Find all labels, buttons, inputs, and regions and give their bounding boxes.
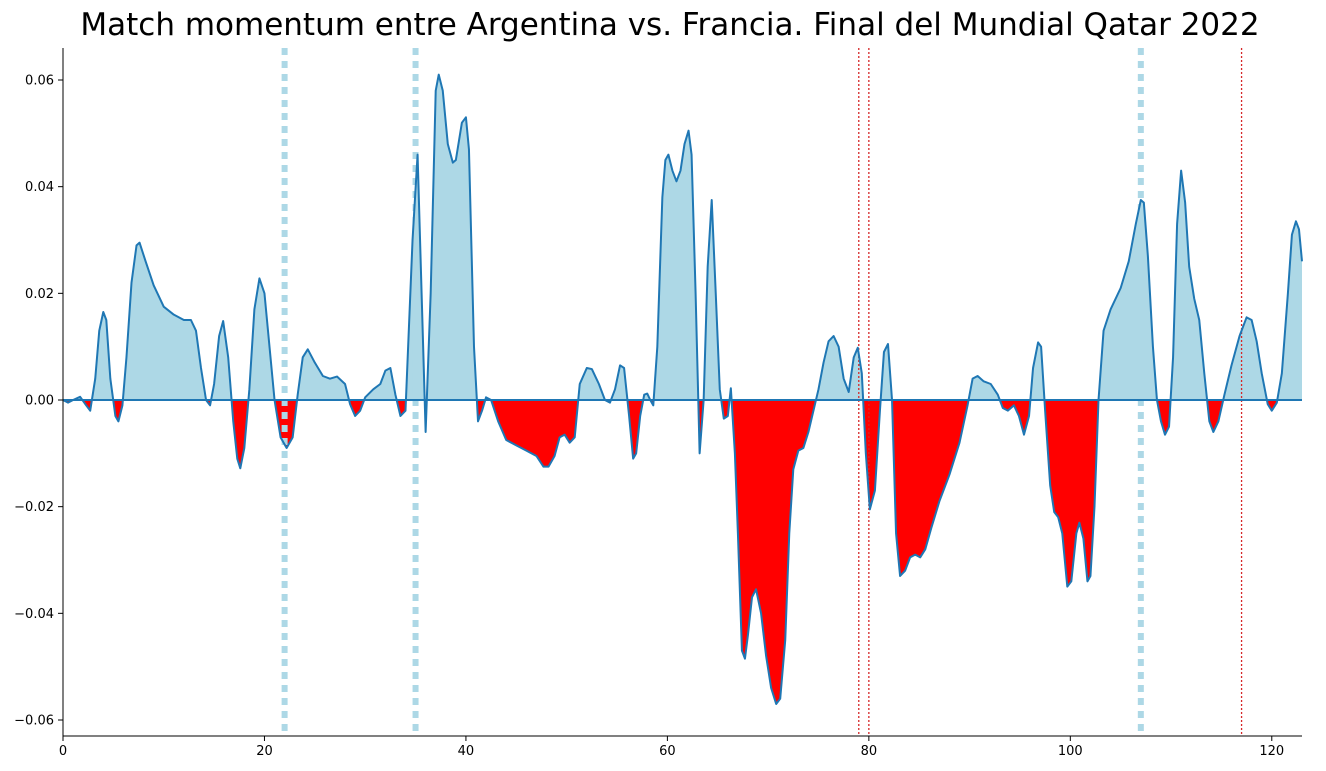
positive-area-segment: [968, 376, 1000, 400]
positive-area-segment: [122, 242, 207, 400]
momentum-line: [62, 73, 1303, 705]
negative-area-segment: [892, 400, 969, 576]
negative-area-segment: [231, 400, 249, 469]
positive-area-segment: [815, 336, 864, 400]
x-tick-label: 20: [256, 744, 273, 759]
event-marker-layer: [281, 48, 1243, 736]
axes-layer: 0 20 40 60 80 100 120 −0.06 −0.04 −0.02 0.00 0.02 0.…: [14, 48, 1302, 759]
x-tick-label: 100: [1058, 744, 1083, 759]
positive-area-segment: [703, 200, 722, 400]
negative-area-segment: [731, 400, 816, 704]
negative-area-segment: [1044, 400, 1099, 587]
y-tick-label: 0.02: [25, 287, 54, 302]
y-tick-label: −0.04: [14, 607, 54, 622]
y-tick-label: 0.00: [25, 394, 54, 409]
series-line-layer: [62, 73, 1303, 705]
positive-area-segment: [578, 368, 605, 400]
positive-area-segment: [297, 349, 350, 400]
positive-area-segment: [405, 154, 425, 400]
negative-area-segment: [627, 400, 644, 459]
negative-area-segment: [999, 400, 1031, 435]
negative-area-segment: [491, 400, 579, 467]
chart-title: Match momentum entre Argentina vs. Franc…: [80, 7, 1259, 43]
x-tick-label: 0: [59, 744, 67, 759]
positive-area-segment: [1170, 170, 1208, 400]
x-tick-label: 60: [659, 744, 676, 759]
positive-area-segment: [91, 312, 114, 400]
negative-area-segment: [1156, 400, 1171, 435]
positive-area-segment: [1223, 317, 1267, 400]
positive-area-segment: [880, 344, 893, 400]
positive-area-segment: [426, 74, 477, 401]
x-tick-label: 40: [458, 744, 475, 759]
positive-area-segment: [653, 130, 699, 401]
positive-area-segment: [211, 321, 232, 400]
y-tick-label: −0.02: [14, 500, 54, 515]
x-tick-label: 80: [861, 744, 878, 759]
x-tick-label: 120: [1259, 744, 1284, 759]
y-tick-label: 0.04: [25, 180, 54, 195]
negative-area-segment: [1266, 400, 1278, 411]
negative-area-segment: [274, 400, 298, 448]
positive-area-segment: [1098, 200, 1157, 400]
negative-area-segment: [863, 400, 881, 510]
y-tick-label: 0.06: [25, 74, 54, 89]
y-tick-label: −0.06: [14, 714, 54, 729]
negative-area-segment: [349, 400, 365, 416]
